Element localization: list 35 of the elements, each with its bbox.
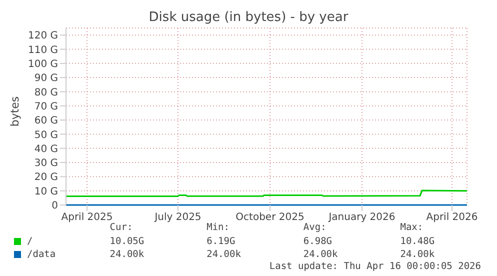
text: 24.00k	[110, 249, 146, 260]
text: Avg:	[303, 222, 328, 235]
y-tick-label: 20 G	[34, 172, 58, 184]
y-axis-title: bytes	[8, 96, 22, 127]
y-tick-label: 80 G	[34, 87, 58, 98]
y-tick-label: 120 G	[28, 30, 58, 42]
y-tick-label: 40 G	[34, 144, 58, 155]
legend-label: /	[27, 236, 33, 247]
y-tick-label: 100 G	[28, 58, 58, 70]
text: Last update: Thu Apr 16 00:00:05 2026	[268, 261, 482, 274]
legend-label: /data	[27, 249, 56, 260]
x-tick-label: July 2025	[154, 212, 202, 224]
y-tick-label: 70 G	[34, 101, 58, 112]
text: 6.19G	[206, 236, 236, 247]
y-tick-label: 110 G	[28, 44, 58, 56]
text: 24.00k	[303, 249, 339, 260]
text: 24.00k	[206, 249, 242, 260]
text: 6.98G	[303, 236, 334, 247]
text: 24.00k	[400, 249, 436, 260]
text: 10.48G	[400, 236, 436, 247]
x-tick-label: April 2025	[61, 212, 113, 224]
y-tick-label: 90 G	[34, 73, 58, 84]
y-tick-label: 10 G	[34, 186, 58, 198]
text: Cur:	[110, 222, 134, 235]
text: Min:	[206, 222, 230, 235]
y-tick-label: 50 G	[34, 130, 58, 141]
text: 10.05G	[110, 236, 146, 247]
chart-title: Disk usage (in bytes) - by year	[148, 10, 350, 25]
y-tick-label: 0	[52, 200, 58, 212]
y-tick-label: 60 G	[34, 116, 58, 127]
x-tick-label: January 2026	[328, 212, 396, 224]
x-tick-label: October 2025	[236, 212, 304, 224]
x-tick-label: April 2026	[426, 212, 478, 224]
y-tick-label: 30 G	[34, 158, 58, 170]
text: Max:	[400, 222, 424, 235]
